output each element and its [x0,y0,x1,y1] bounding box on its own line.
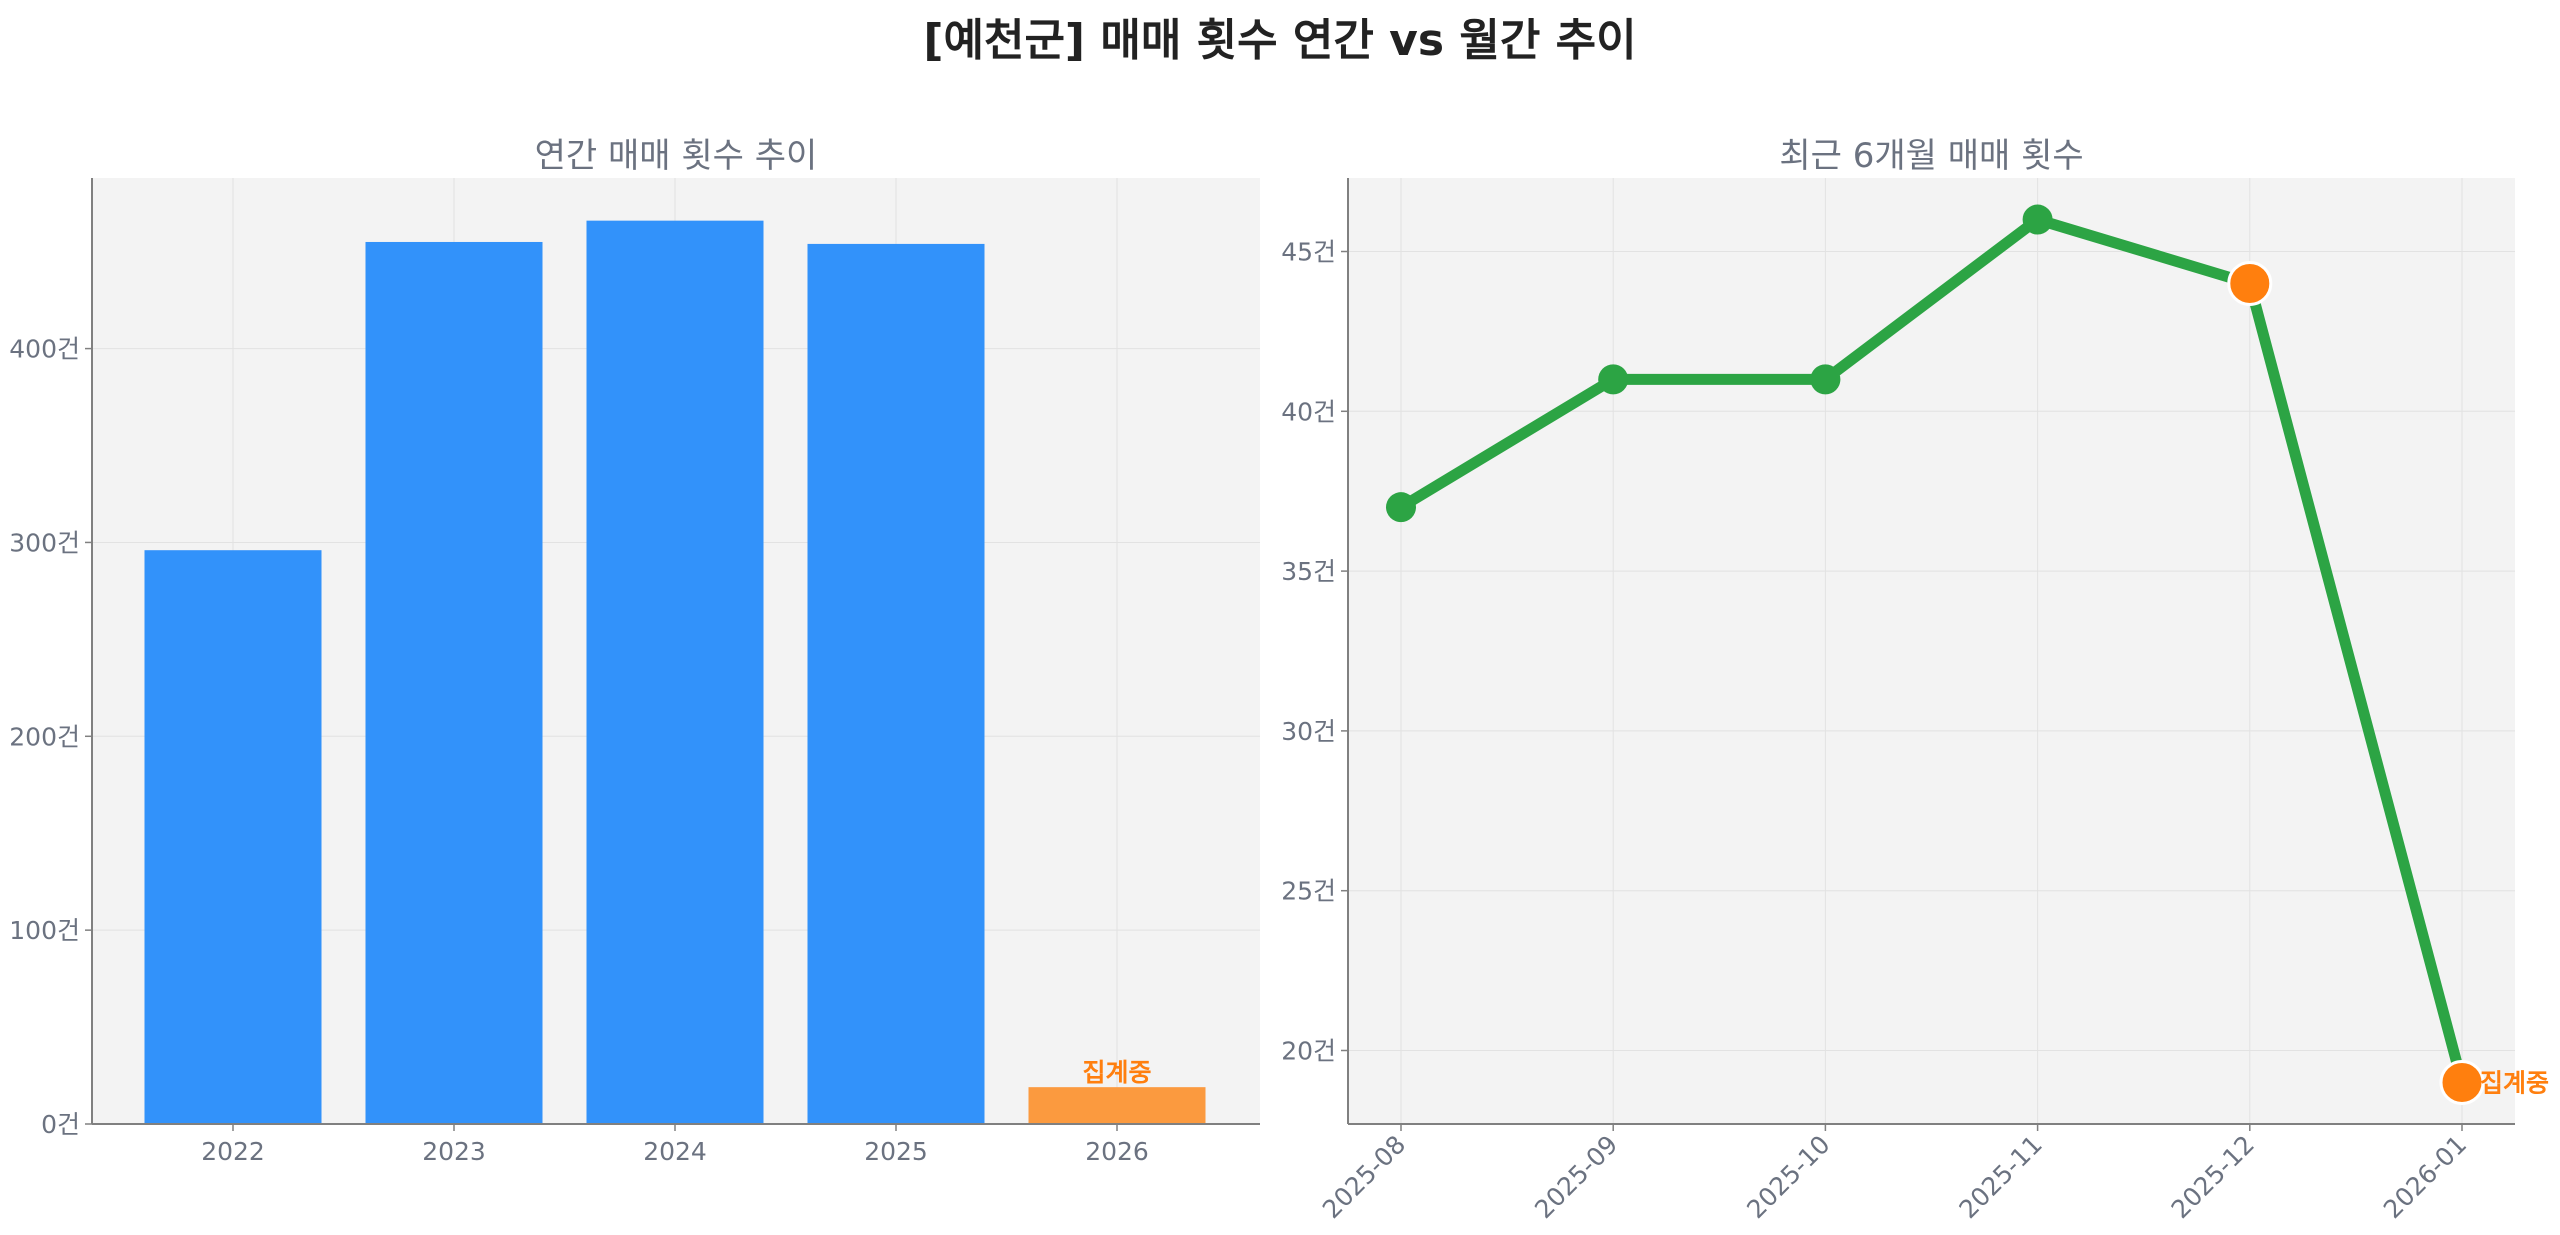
x-tick-label: 2025 [864,1137,928,1166]
y-tick-label: 200건 [9,722,80,751]
x-tick-label: 2023 [422,1137,486,1166]
chart-title: 연간 매매 횟수 추이 [535,136,818,176]
y-tick-label: 100건 [9,916,80,945]
y-tick-label: 40건 [1281,397,1336,426]
y-tick-label: 20건 [1281,1036,1336,1065]
highlight-point [2439,1059,2485,1105]
y-tick-label: 300건 [9,528,80,557]
bar [365,241,543,1124]
plot-area [1348,178,2515,1124]
y-tick-label: 45건 [1281,238,1336,267]
data-point [2022,204,2053,235]
data-point [1386,492,1416,523]
y-tick-label: 400건 [9,335,80,364]
x-tick-label: 2025-10 [1741,1130,1835,1224]
y-tick-label: 35건 [1281,557,1336,586]
x-tick-label: 2025-08 [1317,1130,1411,1224]
y-tick-label: 30건 [1281,717,1336,746]
x-tick-label: 2024 [643,1137,707,1166]
chart-title: 최근 6개월 매매 횟수 [1779,136,2083,176]
x-tick-label: 2025-12 [2166,1130,2260,1224]
x-tick-label: 2026 [1085,1137,1149,1166]
figure-title: [예천군] 매매 횟수 연간 vs 월간 추이 [923,15,1637,66]
highlight-point [2227,260,2273,306]
bar [807,243,985,1124]
bar-pending [1028,1087,1206,1124]
x-tick-label: 2022 [201,1137,265,1166]
bar [586,220,764,1125]
data-point [1598,364,1629,395]
pending-label: 집계중 [1082,1058,1151,1087]
bar [144,550,322,1124]
data-point [1810,364,1841,395]
pending-label: 집계중 [2480,1068,2549,1097]
x-tick-label: 2025-11 [1953,1130,2047,1224]
y-tick-label: 25건 [1281,877,1336,906]
series-line [1395,214,2468,1088]
x-tick-label: 2026-01 [2378,1130,2472,1224]
x-tick-label: 2025-09 [1529,1130,1623,1224]
y-tick-label: 0건 [41,1110,80,1139]
